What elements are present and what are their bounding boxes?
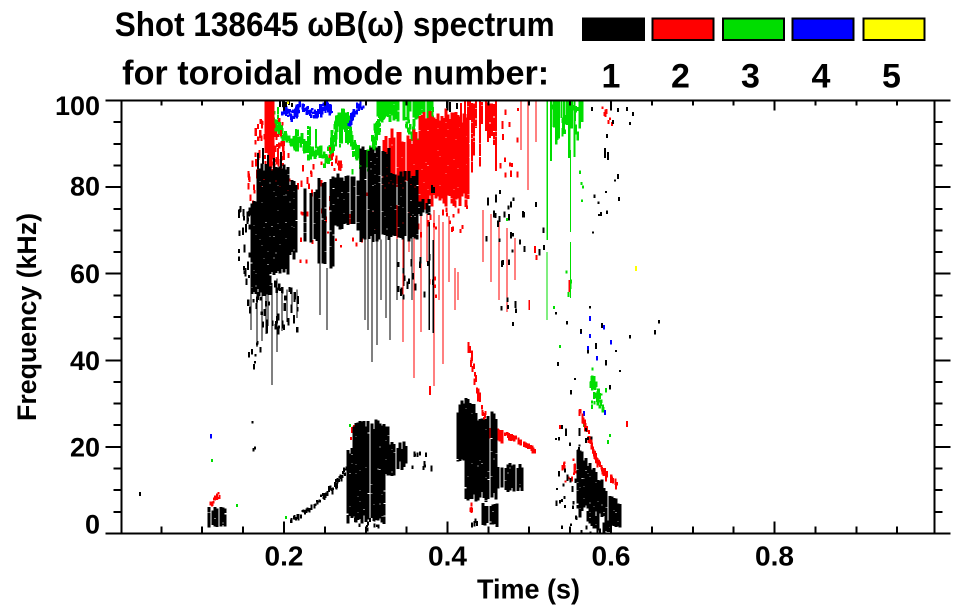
svg-text:0.4: 0.4 xyxy=(428,541,467,572)
svg-text:0: 0 xyxy=(85,510,100,540)
svg-text:1: 1 xyxy=(602,58,621,96)
svg-text:60: 60 xyxy=(70,259,100,289)
svg-text:40: 40 xyxy=(70,346,100,376)
svg-text:4: 4 xyxy=(812,58,831,96)
svg-text:20: 20 xyxy=(70,432,100,462)
svg-text:3: 3 xyxy=(741,58,760,96)
svg-text:0.8: 0.8 xyxy=(755,541,794,572)
svg-text:Shot 138645 ωB(ω) spectrum: Shot 138645 ωB(ω) spectrum xyxy=(115,6,555,44)
svg-text:Time (s): Time (s) xyxy=(477,574,580,605)
svg-text:Frequency (kHz): Frequency (kHz) xyxy=(12,213,42,421)
svg-text:5: 5 xyxy=(882,58,901,96)
svg-text:2: 2 xyxy=(671,58,690,96)
svg-text:80: 80 xyxy=(70,172,100,202)
svg-text:0.6: 0.6 xyxy=(592,541,631,572)
svg-text:100: 100 xyxy=(55,91,100,121)
svg-text:for toroidal mode number:: for toroidal mode number: xyxy=(122,55,549,93)
svg-text:0.2: 0.2 xyxy=(265,541,304,572)
